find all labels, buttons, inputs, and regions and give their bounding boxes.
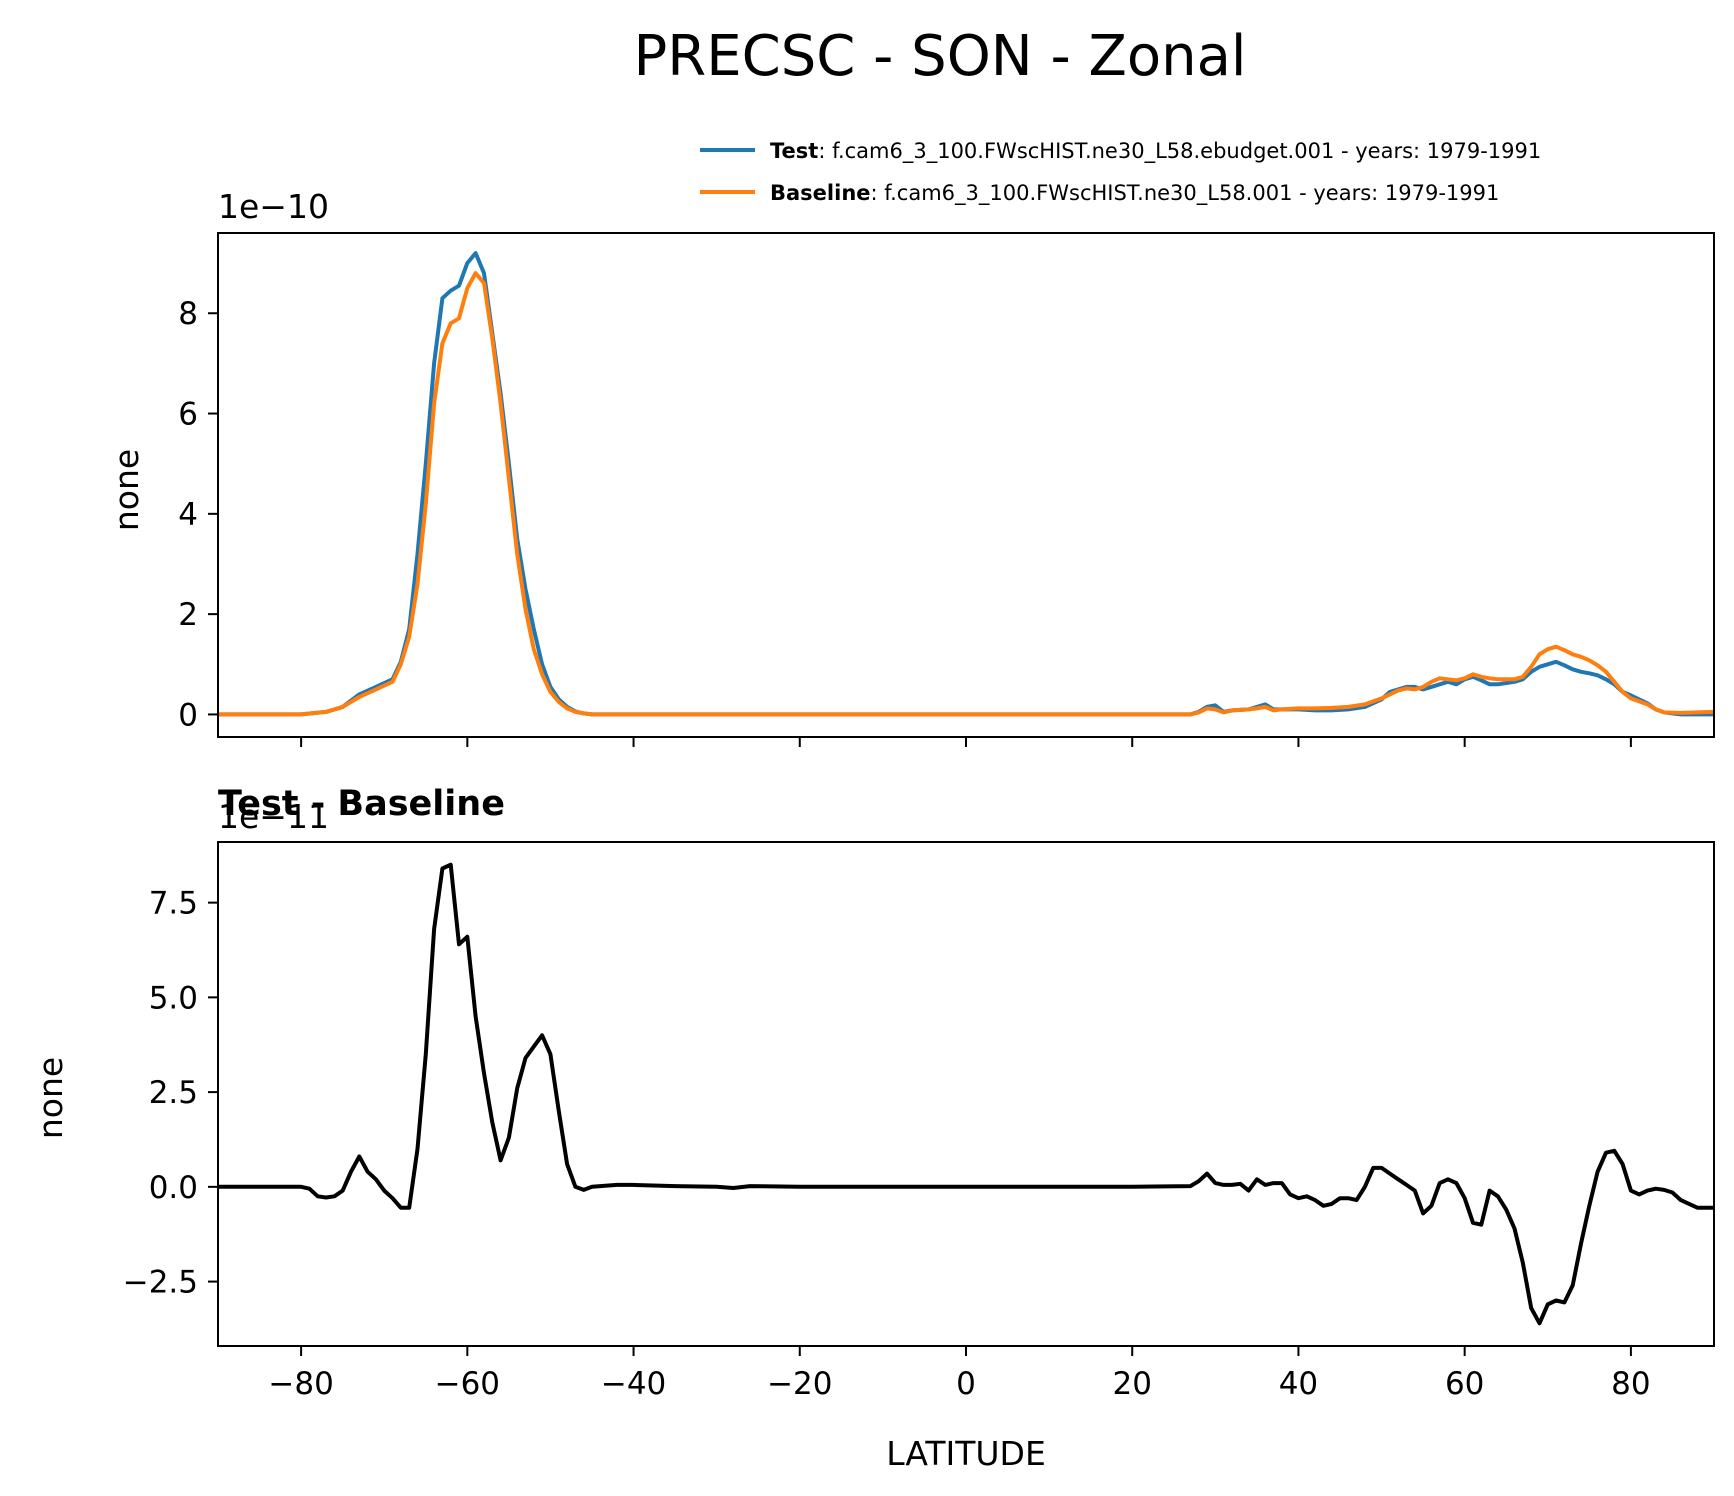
x-tick-label: −20 [767, 1366, 832, 1402]
bottom-panel: 1e−11 Test - Baseline none LATITUDE −80−… [31, 784, 1715, 1473]
y-tick-label: 5.0 [149, 980, 198, 1016]
legend-baseline-label: Baseline: f.cam6_3_100.FWscHIST.ne30_L58… [770, 181, 1499, 206]
top-series-group [218, 251, 1715, 717]
series-line-test-baseline [218, 862, 1714, 1326]
x-tick-label: 40 [1279, 1366, 1318, 1402]
x-tick-label: −80 [268, 1366, 333, 1402]
y-tick-label: 4 [178, 497, 198, 533]
bottom-series-group [218, 862, 1714, 1326]
y-tick-label: 0.0 [149, 1170, 198, 1206]
top-ticks-group: 0 2 4 6 8 [178, 296, 1632, 747]
x-tick-label: 0 [956, 1366, 976, 1402]
y-tick-label: 2.5 [149, 1075, 198, 1111]
x-tick-label: 60 [1445, 1366, 1484, 1402]
x-axis-label: LATITUDE [886, 1434, 1046, 1473]
bottom-plot-frame [217, 841, 1715, 1347]
top-y-axis-label: none [107, 449, 146, 531]
bottom-panel-title: Test - Baseline [218, 784, 505, 824]
figure-title: PRECSC - SON - Zonal [634, 24, 1247, 89]
y-tick-label: 8 [178, 296, 198, 332]
bottom-offset-text: 1e−11 [218, 797, 329, 836]
top-plot-frame [217, 232, 1715, 738]
y-tick-label: 6 [178, 397, 198, 433]
y-tick-label: 2 [178, 597, 198, 633]
top-offset-text: 1e−10 [218, 187, 329, 226]
bottom-ticks-group: −80 −60 −40 −20 0 20 40 60 80 −2.5 0.0 2.5 5.0 7.5 [123, 886, 1651, 1402]
legend: Test: f.cam6_3_100.FWscHIST.ne30_L58.ebu… [700, 139, 1541, 206]
x-tick-label: −40 [601, 1366, 666, 1402]
legend-test-label: Test: f.cam6_3_100.FWscHIST.ne30_L58.ebu… [770, 139, 1541, 164]
y-tick-label: 0 [178, 697, 198, 733]
x-tick-label: 80 [1611, 1366, 1650, 1402]
top-panel: 1e−10 none 0 2 4 6 8 [107, 187, 1715, 747]
x-tick-label: −60 [435, 1366, 500, 1402]
series-line-baseline [218, 271, 1715, 717]
series-line-test [218, 251, 1714, 717]
y-tick-label: 7.5 [149, 886, 198, 922]
bottom-y-axis-label: none [31, 1057, 70, 1139]
x-tick-label: 20 [1112, 1366, 1151, 1402]
y-tick-label: −2.5 [123, 1265, 198, 1301]
